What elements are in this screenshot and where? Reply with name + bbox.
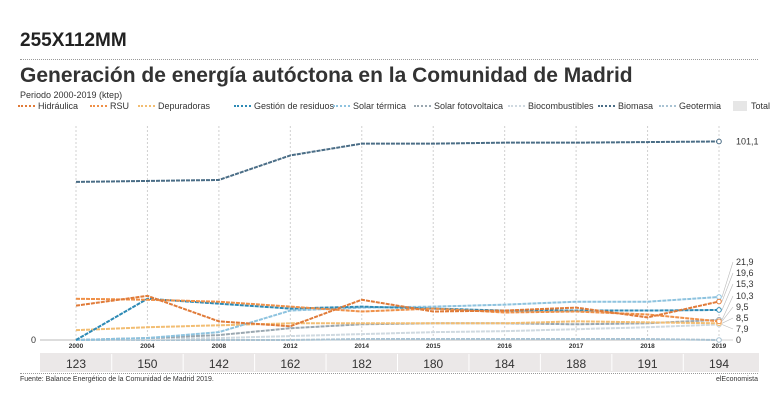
legend-swatch xyxy=(333,105,350,107)
series-line xyxy=(75,320,720,332)
total-value: 123 xyxy=(66,357,86,371)
legend: Hidráulica RSU Depuradoras Gestión de resid… xyxy=(18,101,770,115)
total-value: 194 xyxy=(709,357,729,371)
series-line xyxy=(75,140,720,183)
total-value: 188 xyxy=(566,357,586,371)
x-tick-label: 2000 xyxy=(69,343,84,350)
legend-label: Solar fotovoltaica xyxy=(434,101,504,111)
legend-label: Geotermia xyxy=(679,101,722,111)
leader-line xyxy=(721,295,734,320)
y-tick-label: 0 xyxy=(31,335,36,345)
end-value-label: 101,1 xyxy=(736,136,759,146)
end-value-label: 9,5 xyxy=(736,302,749,312)
top-divider xyxy=(20,59,758,60)
end-value-label: 10,3 xyxy=(736,291,754,301)
end-value-label: 0 xyxy=(736,335,741,345)
legend-label: RSU xyxy=(110,101,130,111)
legend-swatch xyxy=(598,105,615,107)
legend-label: Solar térmica xyxy=(353,101,407,111)
leader-line xyxy=(721,324,734,330)
end-point xyxy=(716,307,722,313)
legend-swatch xyxy=(138,105,155,107)
legend-swatch xyxy=(90,105,107,107)
x-tick-label: 2004 xyxy=(140,343,155,350)
legend-label: Depuradoras xyxy=(158,101,211,111)
x-tick-label: 2017 xyxy=(569,343,584,350)
legend-item: Hidráulica xyxy=(18,101,78,111)
leader-line xyxy=(721,283,734,311)
legend-label: Biocombustibles xyxy=(528,101,594,111)
total-value: 182 xyxy=(352,357,372,371)
leader-line xyxy=(721,272,734,302)
end-value-label: 8,5 xyxy=(736,313,749,323)
x-tick-label: 2014 xyxy=(355,343,370,350)
brand-name: elEconomista xyxy=(715,376,758,383)
end-point xyxy=(716,337,722,343)
legend-item: RSU xyxy=(90,101,129,111)
legend-item: Gestión de residuos xyxy=(234,101,334,111)
legend-swatch xyxy=(733,101,747,111)
legend-label: Biomasa xyxy=(618,101,654,111)
legend-swatch xyxy=(659,105,676,107)
legend-swatch xyxy=(18,105,35,107)
source-note: Fuente: Balance Energético de la Comunid… xyxy=(20,376,214,383)
end-point xyxy=(716,318,722,325)
totals-band xyxy=(40,353,759,372)
legend-label: Hidráulica xyxy=(38,101,79,111)
x-tick-label: 2019 xyxy=(712,343,727,350)
legend-item: Solar fotovoltaica xyxy=(414,101,503,111)
x-tick-label: 2016 xyxy=(497,343,512,350)
end-point xyxy=(716,298,722,305)
series-line xyxy=(75,323,720,341)
leader-line xyxy=(721,317,734,324)
legend-swatch xyxy=(414,105,431,107)
legend-swatch xyxy=(508,105,525,107)
leader-line xyxy=(721,261,734,298)
x-tick-label: 2012 xyxy=(283,343,298,350)
end-value-label: 7,9 xyxy=(736,324,749,334)
legend-item: Depuradoras xyxy=(138,101,210,111)
total-value: 162 xyxy=(280,357,300,371)
total-value: 191 xyxy=(638,357,658,371)
legend-swatch xyxy=(234,105,251,107)
bottom-divider xyxy=(20,373,758,374)
page-code: 255X112MM xyxy=(20,30,127,51)
x-tick-label: 2008 xyxy=(212,343,227,350)
end-point xyxy=(716,138,722,145)
series-line xyxy=(75,294,720,328)
end-value-label: 15,3 xyxy=(736,279,754,289)
legend-item: Total xyxy=(733,101,770,111)
total-value: 150 xyxy=(137,357,157,371)
legend-item: Geotermia xyxy=(659,101,721,111)
chart-subtitle: Periodo 2000-2019 (ktep) xyxy=(20,90,123,100)
legend-item: Solar térmica xyxy=(333,101,406,111)
end-value-label: 19,6 xyxy=(736,268,754,278)
series-line xyxy=(76,338,720,341)
leader-line xyxy=(721,306,734,322)
total-value: 142 xyxy=(209,357,229,371)
legend-label: Gestión de residuos xyxy=(254,101,335,111)
legend-item: Biocombustibles xyxy=(508,101,594,111)
legend-item: Biomasa xyxy=(598,101,653,111)
x-tick-label: 2015 xyxy=(426,343,441,350)
end-point xyxy=(716,294,722,300)
legend-label: Total xyxy=(751,101,770,111)
total-value: 180 xyxy=(423,357,443,371)
x-tick-label: 2018 xyxy=(640,343,655,350)
total-value: 184 xyxy=(495,357,515,371)
end-value-label: 21,9 xyxy=(736,257,754,267)
chart-title: Generación de energía autóctona en la Co… xyxy=(20,64,633,87)
